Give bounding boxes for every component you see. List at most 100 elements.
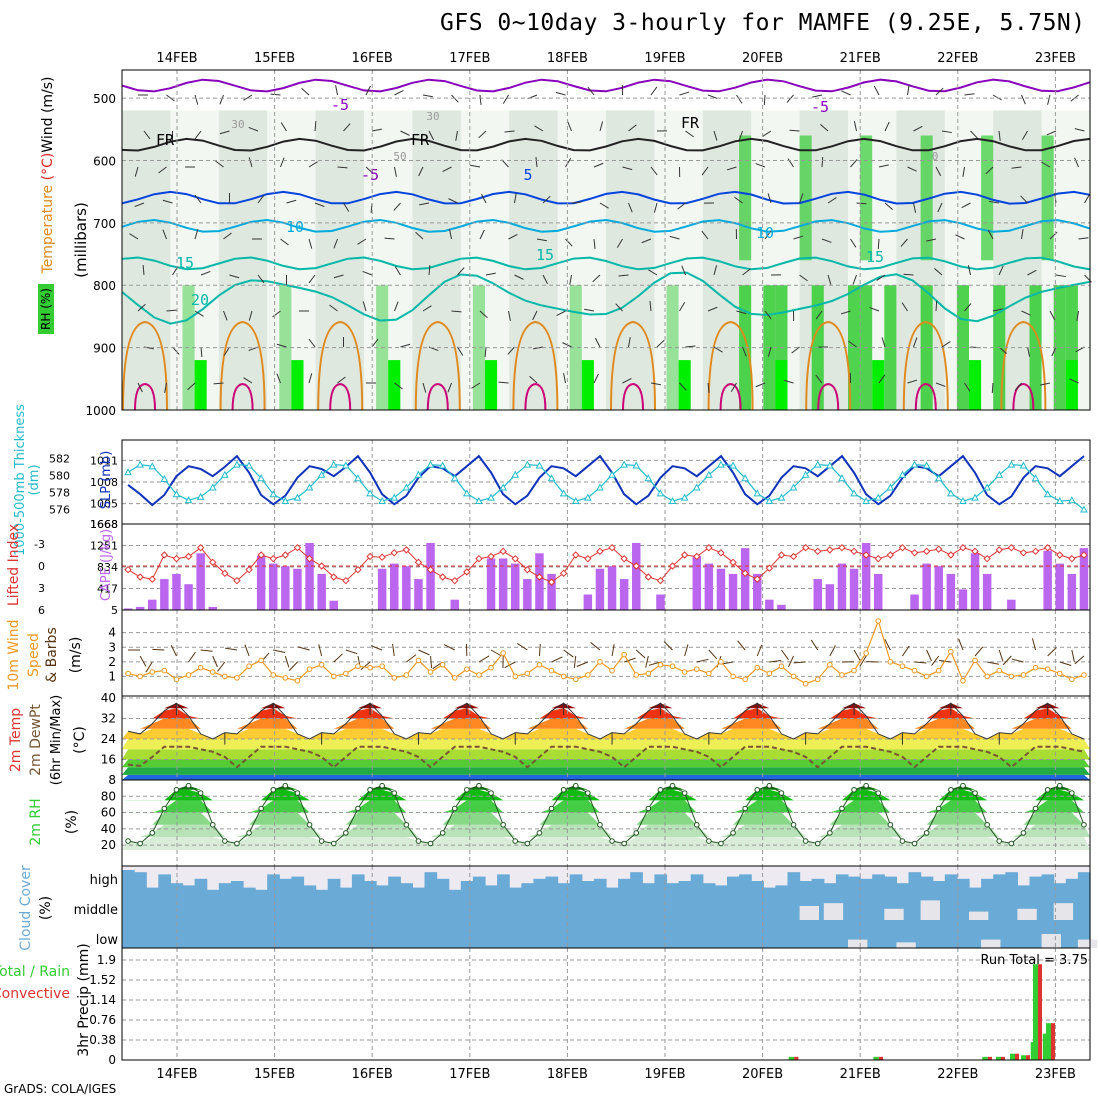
ua-rh-label-part-0: RH (%) — [39, 288, 53, 330]
li-point — [475, 554, 483, 563]
wind10m-point — [814, 676, 821, 683]
wind10m-point — [330, 673, 337, 680]
cloud-low-cell — [376, 920, 389, 948]
wind10m-barb — [200, 649, 213, 652]
wind-barb — [134, 166, 139, 177]
wind-barb — [442, 166, 452, 172]
thickness-point — [850, 489, 858, 497]
thickness-point — [862, 497, 870, 505]
wind10m-barb — [737, 640, 746, 651]
li-point — [426, 565, 435, 574]
wind10m-point — [282, 675, 289, 681]
cloud-middle-cell — [364, 892, 377, 920]
rh-shade-col — [509, 110, 522, 410]
wind-barb — [1074, 157, 1079, 168]
temp2m-band-1 — [122, 767, 1090, 775]
li-point — [862, 551, 870, 559]
rh-bright-col — [678, 360, 692, 410]
wind-barb — [701, 166, 709, 176]
wind10m-barb — [217, 661, 226, 672]
wind-barb — [641, 238, 652, 244]
wind10m-barb — [829, 645, 836, 657]
cloud-high-cell — [630, 872, 643, 892]
thickness-point — [342, 461, 350, 469]
li-point — [632, 562, 640, 570]
cloud-high-cell — [690, 874, 704, 892]
wind-barb — [129, 233, 139, 240]
wind-barb — [763, 94, 766, 106]
thickness-point — [910, 460, 919, 468]
dewpt2m-line — [127, 745, 1085, 769]
li-point — [668, 562, 677, 570]
li-point — [705, 543, 713, 552]
wind10m-point — [790, 673, 797, 680]
cloud-middle-cell — [485, 892, 498, 920]
rh-shade-col — [497, 110, 510, 410]
cloud-middle-cell — [194, 892, 208, 920]
cape-label: CAPE (J/kg) — [99, 529, 114, 601]
thickness-point — [245, 461, 253, 469]
date-top-23FEB: 23FEB — [1035, 51, 1076, 66]
cloud-low-cell — [364, 920, 377, 948]
li-point — [269, 554, 277, 563]
rh-shade-col — [606, 110, 619, 410]
rh-shade-col — [581, 110, 595, 410]
cloud-high-cell — [1053, 883, 1067, 892]
wind-barb — [223, 232, 232, 240]
rh2m-point — [330, 840, 337, 847]
thickness-point — [632, 461, 641, 469]
rh2m-point — [306, 821, 313, 828]
isotherm-25-bubble — [512, 320, 559, 411]
wind-barb — [471, 382, 481, 389]
cloud-middle-cell — [630, 892, 643, 920]
li-point — [959, 543, 967, 552]
wind10m-point — [367, 664, 373, 671]
cape-bar — [619, 579, 629, 610]
wind-barb — [789, 129, 800, 132]
rh2m-band-4 — [122, 789, 1090, 801]
li-point — [995, 546, 1003, 554]
li-point — [378, 553, 386, 561]
thickness-point — [160, 474, 169, 483]
cloud-middle-cell — [315, 892, 329, 920]
li-point — [838, 543, 846, 552]
rh2m-point — [572, 782, 579, 789]
cloud-low-cell — [194, 920, 208, 948]
cloud-middle-cell — [182, 892, 196, 920]
rh2m-point — [137, 840, 143, 847]
cloud-low-cell — [448, 920, 462, 948]
cloud-high-cell — [218, 883, 232, 892]
rh2m-point — [439, 830, 446, 836]
wind-barb — [815, 374, 823, 384]
rh2m-point — [609, 838, 615, 844]
wind-barb — [164, 382, 167, 393]
wind10m-point — [863, 650, 869, 656]
li-point — [1043, 543, 1052, 552]
wind-barb — [653, 202, 658, 213]
wind10m-barb — [645, 655, 649, 668]
cloud-gap — [1053, 903, 1074, 920]
wind-barb — [1014, 382, 1022, 391]
rh2m-point — [294, 790, 301, 796]
thk-tick-2: 580 — [49, 470, 70, 483]
thickness-point — [644, 474, 653, 482]
rh-tick-2: 60 — [101, 806, 116, 820]
wind10m-barb — [443, 644, 455, 651]
isotherm-line--5 — [121, 78, 1091, 93]
wind-barb — [935, 300, 938, 312]
wind10m-barb — [551, 656, 563, 663]
rh2m-band-0 — [122, 837, 1090, 850]
wind10m-barb — [288, 661, 298, 671]
wind-barb — [827, 274, 832, 285]
cloud-low-cell — [932, 920, 946, 948]
cape-bar — [317, 573, 326, 610]
cape-bar — [1055, 563, 1064, 610]
wind10m-barb — [611, 644, 615, 657]
rh2m-point — [585, 790, 591, 796]
wind-barb — [134, 202, 145, 208]
ua-axis-label-part-0: (millibars) — [72, 202, 90, 278]
temp2m-band-4 — [122, 739, 1090, 750]
cloud-middle-cell — [303, 892, 317, 920]
contour-label-11: 15 — [866, 248, 884, 266]
wind-barb — [628, 124, 637, 132]
